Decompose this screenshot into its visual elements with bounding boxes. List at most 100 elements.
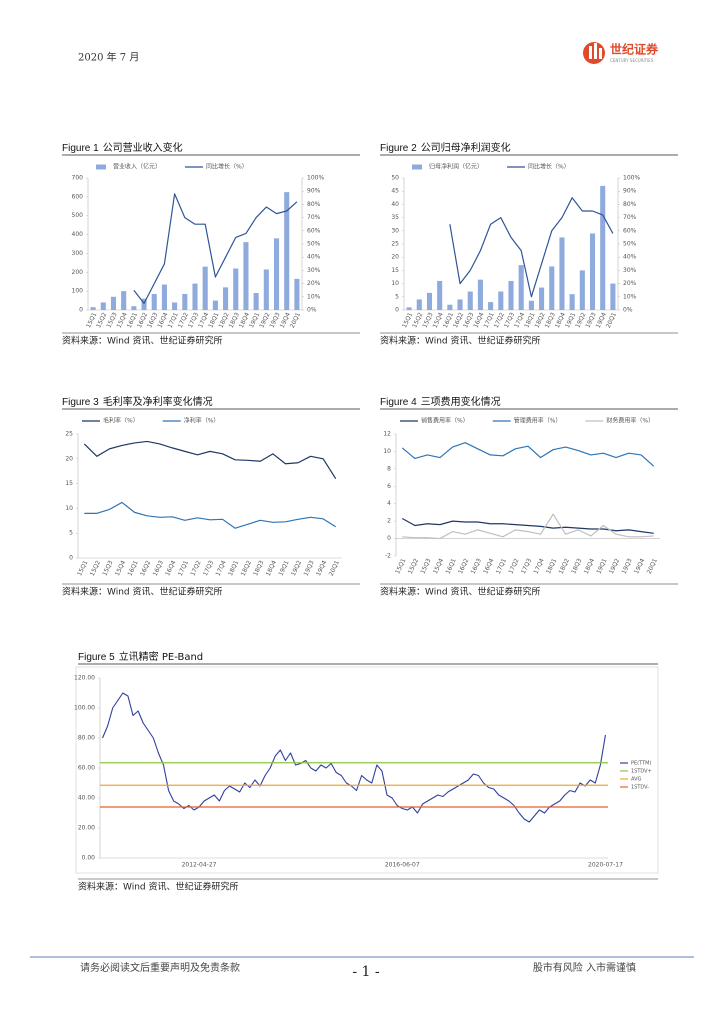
legend-label: 净利率（%） xyxy=(184,417,220,425)
logo-icon-bar xyxy=(589,46,592,59)
bar xyxy=(457,299,463,310)
bar xyxy=(141,298,147,310)
y2-tick-label: 80% xyxy=(307,201,321,208)
y-tick-label: 12 xyxy=(383,431,391,438)
line xyxy=(83,440,337,479)
footer-disclaimer: 请务必阅读文后重要声明及免责条款 xyxy=(80,961,240,974)
y-tick-label: 30 xyxy=(391,227,399,234)
y-tick-label: 15 xyxy=(65,480,73,487)
y-tick-label: 2 xyxy=(387,518,391,525)
figure-source: 资料来源：Wind 资讯、世纪证券研究所 xyxy=(62,335,222,347)
y-tick-label: 200 xyxy=(72,269,84,276)
legend-label: 同比增长（%） xyxy=(528,163,570,171)
footer-risk: 股市有风险 入市需谨慎 xyxy=(533,961,636,974)
bar xyxy=(121,291,127,310)
line xyxy=(449,197,614,298)
logo: 世纪证券 CENTURY SECURITIES xyxy=(583,42,659,64)
bar xyxy=(253,293,259,310)
bar xyxy=(528,300,534,310)
figure-label: Figure 4 xyxy=(380,397,417,408)
figure-source: 资料来源：Wind 资讯、世纪证券研究所 xyxy=(78,881,238,893)
y-tick-label: 5 xyxy=(395,293,399,300)
y-tick-label: 0 xyxy=(395,307,399,314)
line xyxy=(402,513,654,540)
y2-tick-label: 40% xyxy=(307,254,321,261)
y-tick-label: 60.00 xyxy=(78,765,95,772)
bar xyxy=(294,278,300,310)
y-tick-label: 50 xyxy=(391,175,399,182)
y-tick-label: 20.00 xyxy=(78,825,95,832)
y-tick-label: 0.00 xyxy=(82,855,96,862)
figure-source: 资料来源：Wind 资讯、世纪证券研究所 xyxy=(380,586,540,598)
bar xyxy=(508,280,514,310)
y-tick-label: 600 xyxy=(72,193,84,200)
bar xyxy=(406,307,412,310)
y2-tick-label: 90% xyxy=(623,188,637,195)
y2-tick-label: 100% xyxy=(623,175,640,182)
line xyxy=(401,442,655,467)
y-tick-label: 15 xyxy=(391,267,399,274)
figure-5-frame xyxy=(75,666,659,874)
y2-tick-label: 50% xyxy=(623,241,637,248)
legend-label: 1STDV+ xyxy=(631,769,652,775)
y-tick-label: 120.00 xyxy=(74,675,95,682)
x-tick-label: 2016-06-07 xyxy=(385,862,420,869)
y-tick-label: 20 xyxy=(391,254,399,261)
y-tick-label: 0 xyxy=(79,307,83,314)
y-tick-label: 35 xyxy=(391,214,399,221)
figure-title-text: 毛利率及净利率变化情况 xyxy=(103,395,213,408)
figure-title-text: 公司营业收入变化 xyxy=(103,141,183,154)
y-tick-label: 0 xyxy=(387,535,391,542)
legend-swatch xyxy=(412,164,422,170)
bar xyxy=(600,185,606,310)
x-tick-label: 2012-04-27 xyxy=(182,862,217,869)
y2-tick-label: 10% xyxy=(623,293,637,300)
bar xyxy=(100,302,106,310)
figure-title: Figure 3 毛利率及净利率变化情况 xyxy=(62,395,213,408)
y2-tick-label: 0% xyxy=(623,307,633,314)
figure: Figure 5 立讯精密 PE-Band 0.00 20.00 40.00 60.00 8… xyxy=(74,650,658,893)
y2-tick-label: 20% xyxy=(623,280,637,287)
page-number: - 1 - xyxy=(352,964,380,980)
bar xyxy=(131,306,137,310)
legend-swatch xyxy=(96,164,106,170)
y-tick-label: 300 xyxy=(72,250,84,257)
bar xyxy=(212,300,218,310)
figure-title-text: 三项费用变化情况 xyxy=(421,395,501,408)
y-tick-label: 100 xyxy=(72,288,84,295)
bar xyxy=(223,287,229,310)
y-tick-label: 6 xyxy=(387,483,391,490)
figure-title: Figure 4 三项费用变化情况 xyxy=(380,395,501,408)
x-tick-label: 2020-07-17 xyxy=(588,862,623,869)
bar xyxy=(151,293,157,310)
logo-en: CENTURY SECURITIES xyxy=(610,58,654,63)
y-tick-label: 0 xyxy=(69,555,73,562)
figure-title: Figure 5 立讯精密 PE-Band xyxy=(78,650,203,663)
bar xyxy=(273,238,280,310)
bar xyxy=(539,287,545,310)
y2-tick-label: 50% xyxy=(307,241,321,248)
y-tick-label: 10 xyxy=(391,280,399,287)
y2-tick-label: 0% xyxy=(307,307,317,314)
y2-tick-label: 60% xyxy=(307,227,321,234)
bar xyxy=(243,242,249,310)
bar xyxy=(284,192,290,310)
y2-tick-label: 60% xyxy=(623,227,637,234)
legend-label: AVG xyxy=(631,777,642,783)
y2-tick-label: 70% xyxy=(307,214,321,221)
y2-tick-label: 30% xyxy=(623,267,637,274)
figure-source: 资料来源：Wind 资讯、世纪证券研究所 xyxy=(380,335,540,347)
figure-label: Figure 5 xyxy=(78,652,115,663)
figure-title: Figure 1 公司营业收入变化 xyxy=(62,141,183,154)
bar xyxy=(589,233,596,310)
legend-label: 销售费用率（%） xyxy=(421,417,469,425)
legend-label: 毛利率（%） xyxy=(103,417,139,425)
y2-tick-label: 20% xyxy=(307,280,321,287)
y-tick-label: 8 xyxy=(387,465,391,472)
legend-label: PE(TTM) xyxy=(631,761,651,767)
legend-label: 同比增长（%） xyxy=(206,163,248,171)
y-tick-label: 500 xyxy=(72,212,84,219)
y-tick-label: 5 xyxy=(69,530,73,537)
